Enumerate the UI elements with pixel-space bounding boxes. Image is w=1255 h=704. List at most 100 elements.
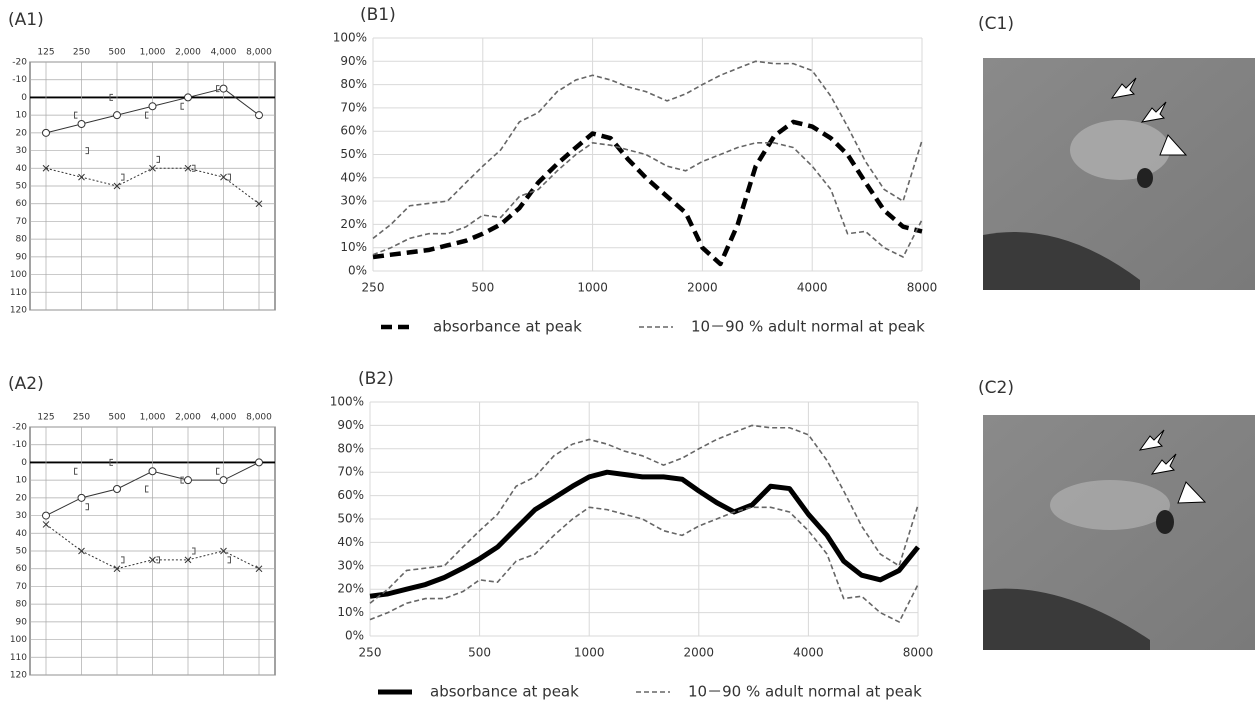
y-tick-label: 30 (16, 511, 28, 521)
legend-label: 10－90 % adult normal at peak (688, 683, 922, 701)
figure: (C1) (C2) (A1) -20 -10 0 10 20 30 40 50 60 70 80 90 1… (0, 0, 1255, 704)
y-tick-label: 80 (16, 600, 28, 610)
y-tick-label: 120 (10, 306, 27, 316)
y-tick-label: 60% (337, 488, 364, 502)
y-tick-label: 20 (16, 493, 28, 503)
y-tick-label: 50% (340, 147, 367, 161)
y-tick-label: 40 (16, 164, 28, 174)
x-tick-label: 8000 (907, 281, 938, 295)
y-tick-label: 10% (337, 605, 364, 619)
marker (43, 129, 50, 136)
panel-label: (A2) (8, 374, 44, 394)
y-tick-label: 20 (16, 128, 28, 138)
y-tick-label: 80 (16, 235, 28, 245)
marker (181, 103, 184, 109)
marker (78, 121, 85, 128)
series-line (373, 143, 922, 257)
x-tick-label: 1000 (577, 281, 608, 295)
x-tick-label: 125 (37, 413, 54, 423)
y-tick-label: 10 (16, 476, 28, 486)
y-tick-label: 100 (10, 635, 27, 645)
y-tick-label: -20 (12, 423, 27, 433)
ct-structure (1050, 480, 1170, 530)
ct-structure (1156, 510, 1174, 534)
y-tick-label: 100% (333, 31, 367, 45)
y-tick-label: 60 (16, 199, 28, 209)
y-tick-label: 0 (21, 458, 27, 468)
marker (220, 477, 227, 484)
series-line (370, 507, 918, 622)
x-tick-label: 250 (359, 646, 382, 660)
x-tick-label: 250 (73, 48, 90, 58)
x-tick-label: 1,000 (140, 413, 166, 423)
y-tick-label: 80% (340, 77, 367, 91)
image-panel: (C2) (978, 378, 1255, 650)
y-tick-label: 90 (16, 617, 28, 627)
x-tick-label: 1,000 (140, 48, 166, 58)
y-tick-label: 0% (345, 629, 364, 643)
legend-label: 10－90 % adult normal at peak (691, 318, 925, 336)
x-tick-label: 2000 (684, 646, 715, 660)
marker (185, 94, 192, 101)
marker (121, 174, 124, 180)
y-tick-label: 0% (348, 264, 367, 278)
page: (C1) (C2) (A1) -20 -10 0 10 20 30 40 50 60 70 80 90 1… (0, 0, 1255, 704)
y-tick-label: 40 (16, 529, 28, 539)
y-tick-label: -20 (12, 58, 27, 68)
y-tick-label: 60% (340, 124, 367, 138)
panel-label: (C1) (978, 14, 1014, 34)
x-tick-label: 4000 (797, 281, 828, 295)
x-tick-label: 2,000 (175, 413, 201, 423)
y-tick-label: 90 (16, 252, 28, 262)
marker (185, 477, 192, 484)
legend-label: absorbance at peak (433, 318, 582, 336)
marker (78, 494, 85, 501)
y-tick-label: -10 (12, 75, 27, 85)
y-tick-label: 20% (337, 582, 364, 596)
y-tick-label: 100% (330, 395, 364, 409)
marker (121, 557, 124, 563)
x-tick-label: 1000 (574, 646, 605, 660)
marker (217, 468, 220, 474)
marker (114, 112, 121, 119)
x-tick-label: 2,000 (175, 48, 201, 58)
x-tick-label: 500 (108, 48, 125, 58)
y-tick-label: 110 (10, 288, 27, 298)
y-tick-label: 30% (337, 558, 364, 572)
x-tick-label: 500 (471, 281, 494, 295)
y-tick-label: 50 (16, 182, 28, 192)
x-tick-label: 250 (73, 413, 90, 423)
x-tick-label: 4,000 (211, 48, 237, 58)
y-tick-label: 70 (16, 217, 28, 227)
marker (217, 86, 220, 92)
marker (114, 486, 121, 493)
y-tick-label: 30 (16, 146, 28, 156)
y-tick-label: 10% (340, 240, 367, 254)
x-tick-label: 250 (362, 281, 385, 295)
y-tick-label: 120 (10, 671, 27, 681)
y-tick-label: 40% (340, 170, 367, 184)
marker (228, 557, 231, 563)
marker (149, 468, 156, 475)
marker (220, 85, 227, 92)
x-tick-label: 8,000 (246, 413, 272, 423)
marker (149, 103, 156, 110)
legend-label: absorbance at peak (430, 683, 579, 701)
y-tick-label: 40% (337, 535, 364, 549)
y-tick-label: 70% (340, 100, 367, 114)
y-tick-label: 80% (337, 441, 364, 455)
marker (75, 468, 78, 474)
panel-label: (C2) (978, 378, 1014, 398)
y-tick-label: 70 (16, 582, 28, 592)
x-tick-label: 500 (468, 646, 491, 660)
panel-label: (A1) (8, 10, 44, 30)
y-tick-label: 50 (16, 547, 28, 557)
x-tick-label: 4000 (793, 646, 824, 660)
panel-label: (B2) (358, 369, 394, 389)
y-tick-label: 110 (10, 653, 27, 663)
x-tick-label: 8,000 (246, 48, 272, 58)
y-tick-label: 10 (16, 111, 28, 121)
x-tick-label: 8000 (903, 646, 934, 660)
x-tick-label: 500 (108, 413, 125, 423)
x-tick-label: 2000 (687, 281, 718, 295)
